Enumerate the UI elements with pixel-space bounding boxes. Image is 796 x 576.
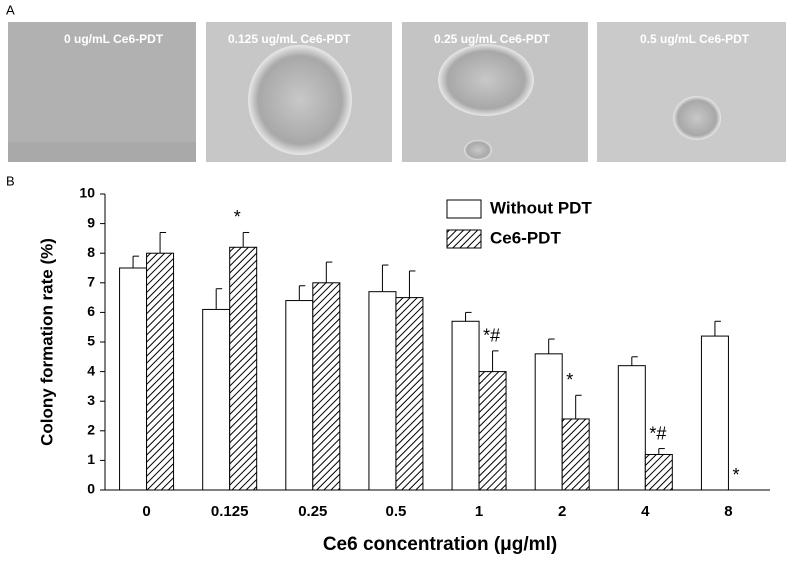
bar [368, 291, 397, 491]
legend-swatch [446, 199, 482, 219]
y-tick-label: 4 [87, 362, 95, 378]
significance: *# [649, 423, 666, 443]
bar [119, 267, 148, 491]
bar [478, 371, 507, 491]
image-label: 0.25 ug/mL Ce6-PDT [434, 32, 550, 46]
image-label: 0.5 ug/mL Ce6-PDT [640, 32, 750, 46]
bar [561, 418, 590, 491]
bar [700, 335, 729, 491]
y-tick-label: 2 [87, 422, 95, 438]
bar [534, 353, 563, 491]
image-label: 0.125 ug/mL Ce6-PDT [228, 32, 351, 46]
y-tick-label: 7 [87, 274, 95, 290]
y-tick-label: 0 [87, 481, 95, 497]
bar [644, 453, 673, 491]
panel-label: A [6, 2, 15, 17]
bar [312, 282, 341, 491]
image-label: 0 ug/mL Ce6-PDT [64, 32, 164, 46]
bar [451, 320, 480, 491]
y-tick-label: 8 [87, 244, 95, 260]
x-tick-label: 0.125 [211, 503, 249, 520]
legend-label: Ce6-PDT [490, 228, 561, 247]
legend-swatch [446, 229, 482, 249]
bar [285, 300, 314, 491]
colony [673, 96, 721, 140]
y-tick-label: 10 [79, 185, 95, 201]
colony [464, 140, 492, 160]
colony [248, 45, 352, 155]
bar [229, 246, 258, 491]
y-tick-label: 3 [87, 392, 95, 408]
x-tick-label: 0.25 [298, 503, 327, 520]
y-tick-label: 1 [87, 451, 95, 467]
x-tick-label: 2 [558, 503, 566, 520]
x-tick-label: 0.5 [386, 503, 407, 520]
y-axis-title: Colony formation rate (%) [37, 238, 56, 446]
colony [438, 44, 534, 116]
x-tick-label: 8 [724, 503, 732, 520]
bar [617, 365, 646, 491]
cell-layer [8, 22, 196, 142]
y-tick-label: 6 [87, 303, 95, 319]
legend-label: Without PDT [490, 198, 592, 217]
significance: *# [483, 326, 500, 346]
y-tick-label: 5 [87, 333, 95, 349]
significance: * [566, 370, 573, 390]
bar [202, 308, 231, 491]
micrographs: 0 ug/mL Ce6-PDT 0.125 ug/mL Ce6-PDT 0.25… [8, 22, 786, 162]
y-tick-label: 9 [87, 214, 95, 230]
x-axis-title: Ce6 concentration (μg/ml) [323, 534, 557, 555]
significance: * [234, 207, 241, 227]
bar [146, 252, 175, 491]
bar [395, 297, 424, 491]
significance: * [732, 465, 739, 485]
x-tick-label: 1 [475, 503, 483, 520]
panel-label: B [6, 173, 15, 188]
x-tick-label: 0 [142, 503, 150, 520]
x-tick-label: 4 [641, 503, 650, 520]
